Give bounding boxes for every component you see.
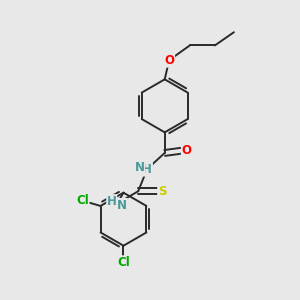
Text: N: N (134, 161, 144, 174)
Text: S: S (158, 185, 166, 198)
Text: Cl: Cl (76, 194, 89, 207)
Text: Cl: Cl (117, 256, 130, 269)
Text: O: O (182, 143, 192, 157)
Text: H: H (142, 163, 152, 176)
Text: H: H (107, 195, 117, 208)
Text: N: N (117, 199, 127, 212)
Text: O: O (164, 54, 174, 67)
